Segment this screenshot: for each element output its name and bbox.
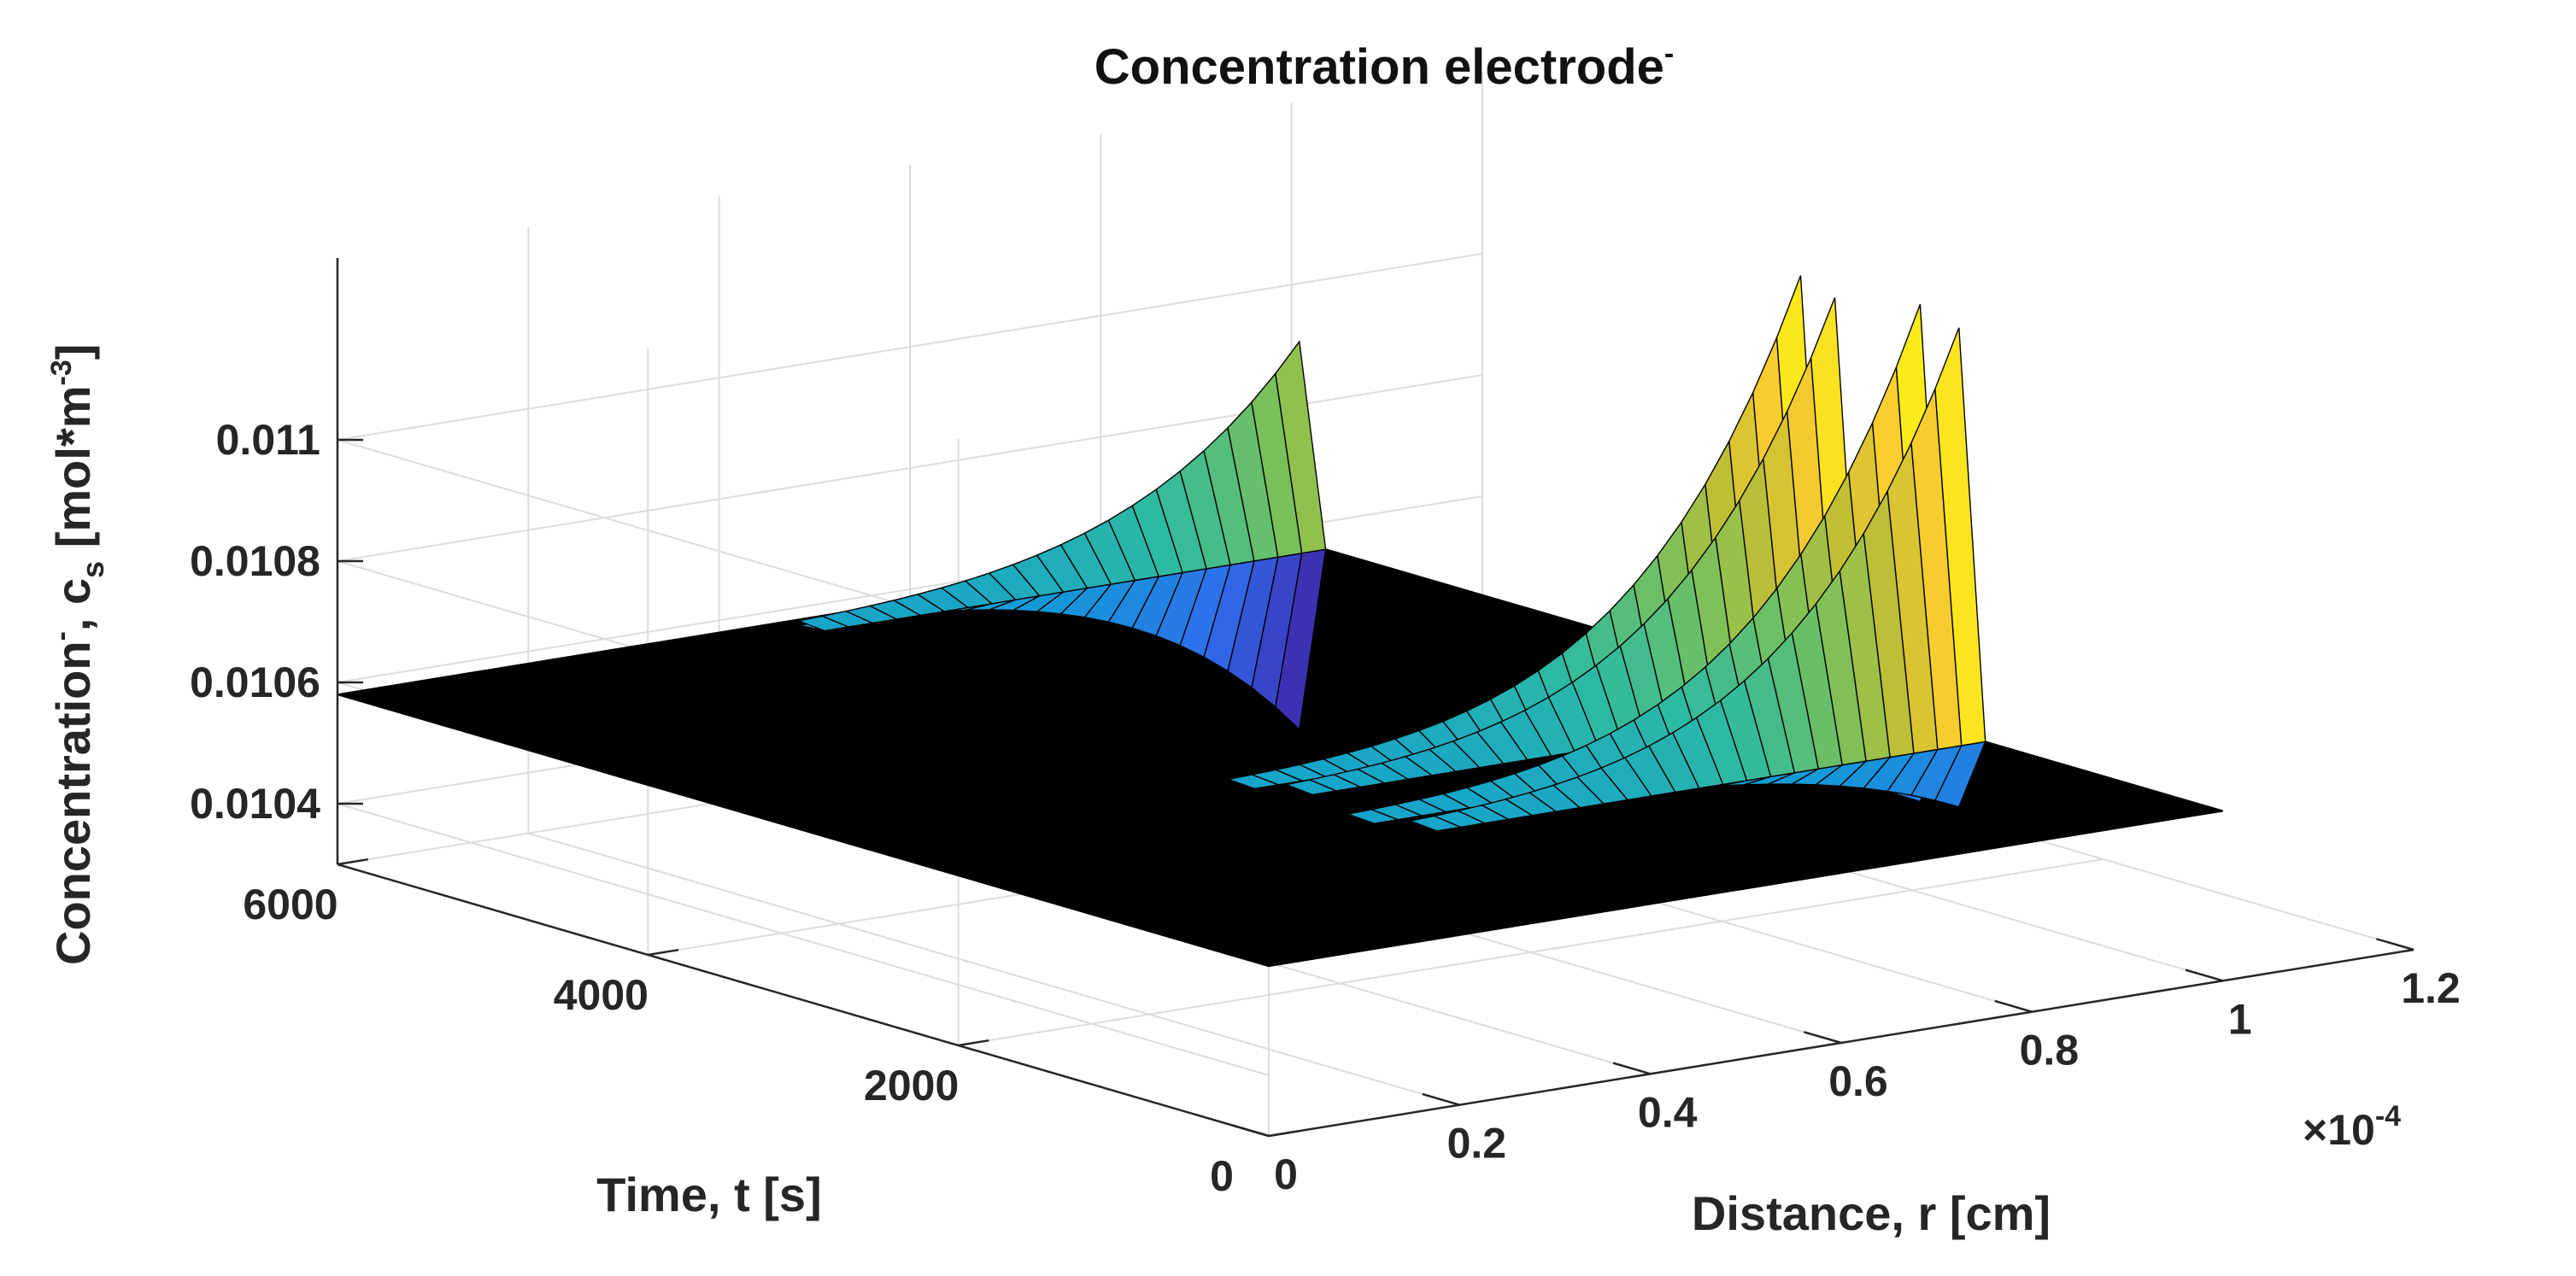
y-tick-label-1: 2000 bbox=[864, 1062, 959, 1109]
surface-layer bbox=[337, 275, 2223, 968]
tick-layer: 0 0.2 0.4 0.6 0.8 1 1.2 0 2000 4000 6000 0.0104 0.01… bbox=[190, 416, 2461, 1200]
y-tick-label-2: 4000 bbox=[554, 971, 648, 1019]
x-tick-mark-2 bbox=[1612, 1062, 1652, 1075]
x-tick-label-3: 0.6 bbox=[1828, 1057, 1888, 1105]
x-tick-label-6: 1.2 bbox=[2401, 964, 2461, 1012]
z-tick-label-2: 0.0108 bbox=[190, 537, 320, 585]
z-tick-label-0: 0.0104 bbox=[190, 780, 320, 828]
y-axis-label: Time, t [s] bbox=[596, 1168, 821, 1221]
x-tick-mark-0 bbox=[1231, 1124, 1270, 1138]
x-tick-label-2: 0.4 bbox=[1638, 1088, 1698, 1136]
z-tick-label-1: 0.0106 bbox=[190, 658, 320, 706]
pulse-4 bbox=[795, 340, 1327, 731]
x-tick-mark-1 bbox=[1422, 1092, 1460, 1106]
y-axis-line bbox=[337, 863, 1270, 1138]
x-tick-label-5: 1 bbox=[2228, 995, 2252, 1043]
y-tick-label-3: 6000 bbox=[243, 881, 337, 928]
y-tick-mark-1 bbox=[958, 1039, 989, 1047]
x-tick-mark-4 bbox=[1994, 999, 2033, 1013]
z-axis-label: Concentration-, cs [mol*m-3] bbox=[45, 344, 110, 965]
pulse-0-cell-1-39 bbox=[1934, 327, 1986, 746]
chart-title: Concentration electrode- bbox=[1094, 38, 1674, 95]
y-tick-mark-0 bbox=[1268, 1129, 1300, 1138]
x-tick-label-4: 0.8 bbox=[2020, 1027, 2080, 1074]
y-tick-mark-3 bbox=[337, 857, 368, 866]
pulse-4-cell-1-39 bbox=[1275, 340, 1327, 554]
x-axis-label: Distance, r [cm] bbox=[1692, 1186, 2051, 1240]
x-tick-label-0: 0 bbox=[1274, 1150, 1298, 1198]
x-tick-label-1: 0.2 bbox=[1447, 1120, 1507, 1168]
x-tick-mark-6 bbox=[2376, 938, 2415, 951]
y-tick-mark-2 bbox=[648, 948, 679, 957]
x-tick-mark-3 bbox=[1804, 1031, 1842, 1045]
x-tick-mark-5 bbox=[2185, 969, 2224, 982]
pulse-0 bbox=[1408, 327, 1986, 832]
y-tick-label-0: 0 bbox=[1210, 1152, 1234, 1200]
x-exponent-label: ×10-4 bbox=[2303, 1100, 2401, 1154]
floor-gridline-x-1 bbox=[528, 832, 1460, 1106]
z-tick-label-3: 0.011 bbox=[216, 416, 320, 464]
